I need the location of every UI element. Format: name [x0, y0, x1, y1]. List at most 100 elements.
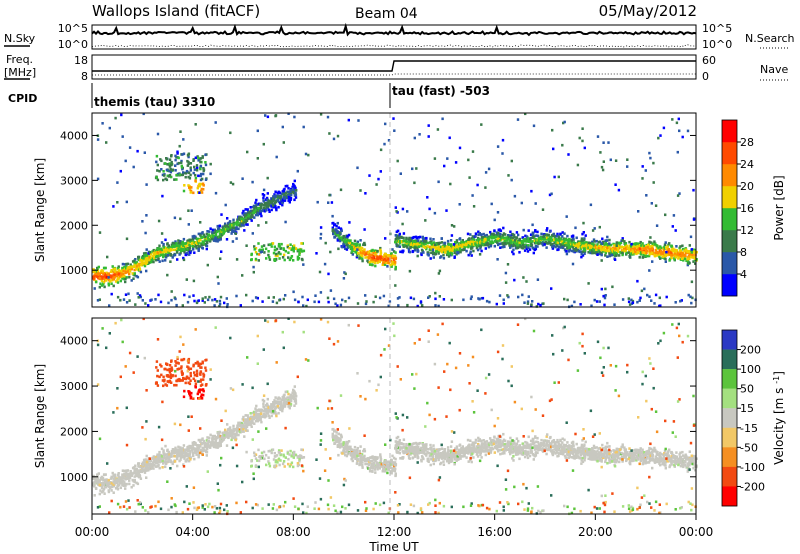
power-cell	[365, 300, 368, 303]
power-cell	[595, 300, 599, 303]
power-cell	[521, 293, 524, 297]
power-cell	[506, 294, 509, 297]
power-cell	[163, 246, 166, 249]
power-cell	[572, 250, 575, 253]
velocity-cell	[165, 453, 168, 456]
power-cell	[603, 303, 606, 307]
power-cell	[510, 178, 513, 182]
power-cell	[371, 253, 374, 256]
power-cell	[368, 263, 372, 266]
power-cell	[160, 159, 163, 163]
power-cell	[592, 249, 595, 253]
power-cell	[420, 244, 423, 248]
power-cell	[523, 244, 527, 248]
power-cell	[372, 251, 375, 255]
power-cell	[156, 254, 159, 258]
velocity-cell	[145, 465, 149, 469]
velocity-cell	[225, 444, 229, 447]
power-cell	[178, 173, 182, 176]
velocity-cell	[114, 487, 118, 490]
power-cell	[119, 273, 123, 277]
power-cell	[659, 245, 662, 248]
power-cell	[631, 301, 635, 304]
power-cell	[531, 223, 534, 227]
power-cell	[235, 223, 239, 227]
power-cell	[499, 246, 502, 249]
power-cell	[179, 240, 182, 243]
power-cell	[496, 211, 500, 214]
nave-tick-top: 60	[702, 54, 716, 67]
power-cell	[382, 294, 386, 298]
power-cell	[440, 255, 443, 258]
power-cell	[235, 221, 238, 225]
noise-panel: 10^5 10^0 10^5 10^0 N.Sky N.Search	[4, 22, 795, 51]
power-cell	[276, 199, 280, 202]
power-cell	[594, 244, 597, 248]
power-cell	[587, 282, 590, 285]
power-cell	[241, 274, 244, 277]
power-cell	[553, 175, 556, 179]
velocity-cell	[176, 450, 179, 454]
power-cell	[283, 197, 286, 200]
power-cell	[279, 202, 283, 206]
power-cell	[495, 231, 499, 234]
velocity-cell	[119, 480, 123, 484]
power-cell	[143, 151, 146, 154]
power-cell	[652, 181, 655, 184]
power-cell	[174, 169, 177, 172]
power-cell	[482, 236, 485, 239]
power-cell	[425, 247, 428, 251]
power-cell	[179, 241, 183, 245]
power-cell	[358, 248, 361, 251]
velocity-cell	[105, 482, 109, 486]
power-cell	[212, 237, 215, 241]
power-cell	[526, 250, 530, 253]
power-cell	[469, 233, 472, 236]
velocity-cell	[259, 418, 262, 422]
power-cell	[164, 259, 167, 262]
velocity-cell	[123, 482, 126, 486]
power-cell	[434, 304, 437, 307]
velocity-cell	[190, 448, 193, 452]
power-cell	[387, 304, 390, 308]
power-cell	[591, 240, 594, 244]
velocity-cell	[191, 444, 194, 447]
nsearch-label: N.Search	[745, 32, 795, 45]
power-cell	[360, 246, 364, 250]
velocity-cell	[266, 411, 270, 414]
power-cell	[356, 248, 359, 251]
power-cell	[134, 258, 137, 261]
power-cell	[136, 149, 139, 153]
power-cell	[186, 248, 189, 251]
power-cell	[130, 267, 134, 271]
velocity-cell	[197, 438, 200, 442]
power-cell	[567, 241, 570, 245]
power-cell	[129, 263, 132, 266]
velocity-cell	[169, 460, 172, 463]
power-cell	[417, 242, 420, 246]
beam-label: Beam 04	[355, 6, 418, 22]
velocity-cell	[180, 454, 183, 457]
power-cell	[260, 250, 264, 253]
velocity-cell	[246, 429, 249, 432]
velocity-cell	[178, 450, 181, 454]
power-cell	[412, 297, 416, 301]
velocity-cell	[93, 477, 97, 481]
power-cell	[553, 234, 557, 238]
power-cell	[371, 256, 375, 260]
velocity-cell	[167, 454, 170, 458]
power-cell	[317, 300, 321, 304]
power-cell	[288, 200, 291, 204]
velocity-cell	[268, 416, 271, 419]
power-cell	[338, 234, 341, 237]
power-cell	[125, 276, 128, 279]
power-cell	[181, 304, 184, 307]
power-cell	[580, 245, 584, 249]
velocity-cell	[266, 397, 269, 401]
power-cell	[524, 234, 527, 238]
power-cell	[501, 245, 504, 249]
power-cell	[287, 187, 290, 190]
velocity-cell	[144, 461, 147, 464]
power-cell	[188, 238, 191, 242]
power-cell	[550, 287, 553, 290]
